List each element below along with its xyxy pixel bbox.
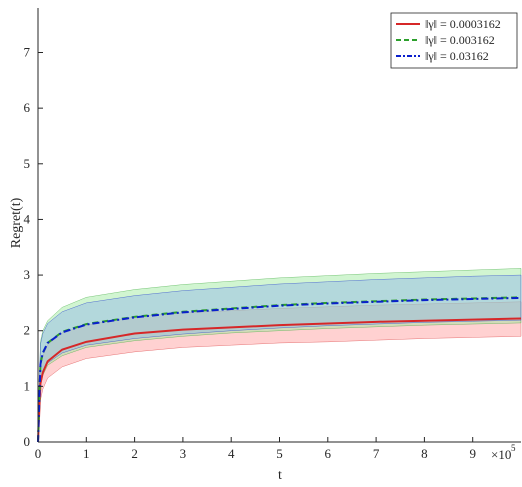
legend-label-1: ‖γ‖ = 0.003162 — [425, 33, 495, 47]
legend: ‖γ‖ = 0.0003162 ‖γ‖ = 0.003162 ‖γ‖ = 0.031… — [390, 12, 518, 69]
band-series-2 — [37, 274, 522, 443]
y-tick-label-4: 4 — [24, 211, 31, 226]
x-tick-label-8: 8 — [421, 446, 428, 461]
y-tick-label-0: 0 — [24, 434, 31, 449]
x-axis-label: t — [278, 468, 282, 483]
y-tick-label-7: 7 — [24, 45, 31, 60]
x-exponent-base: ×10 — [491, 447, 511, 462]
series-lines — [37, 296, 522, 443]
x-tick-label-0: 0 — [35, 446, 42, 461]
x-tick-label-1: 1 — [83, 446, 90, 461]
x-tick-label-3: 3 — [180, 446, 187, 461]
confidence-bands — [37, 268, 522, 443]
x-exponent: ×10 5 — [491, 443, 516, 462]
x-ticks: 0 1 2 3 4 5 6 7 8 9 — [35, 437, 476, 461]
legend-label-2: ‖γ‖ = 0.03162 — [425, 49, 489, 63]
y-tick-label-5: 5 — [24, 156, 31, 171]
y-axis-label: Regret(t) — [9, 197, 24, 248]
x-tick-label-5: 5 — [276, 446, 283, 461]
legend-label-0: ‖γ‖ = 0.0003162 — [425, 17, 501, 31]
x-tick-label-7: 7 — [373, 446, 380, 461]
y-tick-label-6: 6 — [24, 100, 31, 115]
x-exponent-power: 5 — [511, 443, 516, 453]
line-series-2 — [37, 296, 522, 443]
y-tick-label-3: 3 — [24, 267, 31, 282]
y-tick-label-1: 1 — [24, 378, 31, 393]
line-series-0 — [37, 317, 522, 443]
x-tick-label-4: 4 — [228, 446, 235, 461]
x-tick-label-2: 2 — [131, 446, 138, 461]
y-ticks: 0 1 2 3 4 5 6 7 — [24, 45, 43, 449]
x-tick-label-6: 6 — [325, 446, 332, 461]
axes — [37, 8, 521, 443]
x-tick-label-9: 9 — [469, 446, 476, 461]
y-tick-label-2: 2 — [24, 323, 31, 338]
